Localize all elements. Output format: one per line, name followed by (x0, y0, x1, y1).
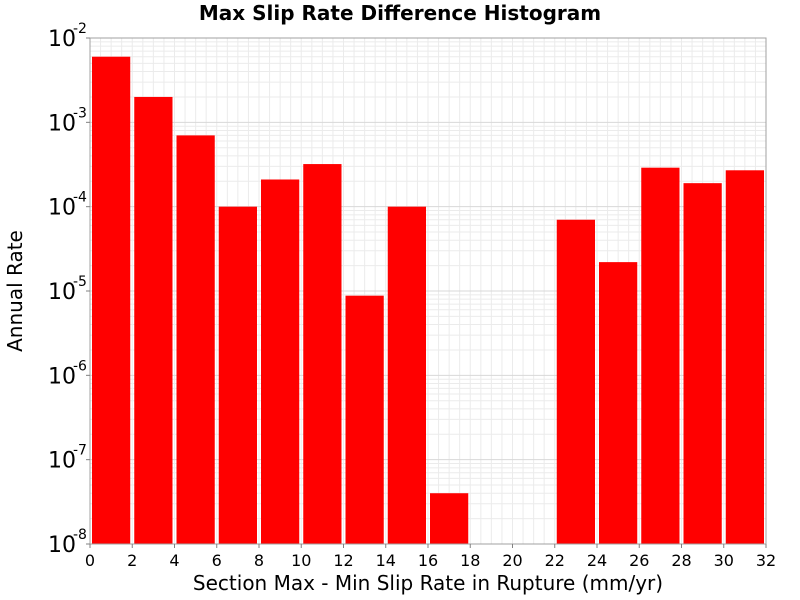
bars-group (92, 56, 764, 545)
y-tick-exponent: -7 (73, 443, 87, 459)
y-tick-label: 10 (48, 364, 76, 389)
x-tick-label: 0 (85, 551, 95, 570)
y-tick-exponent: -8 (73, 527, 87, 543)
x-tick-label: 28 (671, 551, 691, 570)
y-tick-label: 10 (48, 280, 76, 305)
x-tick-label: 26 (629, 551, 649, 570)
x-tick-label: 32 (756, 551, 776, 570)
x-tick-label: 12 (333, 551, 353, 570)
x-axis-ticks: 0 2 4 6 8 10 12 14 16 18 20 22 24 26 28 30 32 (85, 544, 776, 570)
x-tick-label: 4 (169, 551, 179, 570)
y-tick-exponent: -6 (73, 358, 87, 374)
y-tick-label: 10 (48, 196, 76, 221)
x-axis-label: Section Max - Min Slip Rate in Rupture (… (193, 571, 663, 595)
x-tick-label: 8 (254, 551, 264, 570)
x-tick-label: 24 (587, 551, 607, 570)
chart-title: Max Slip Rate Difference Histogram (199, 1, 601, 25)
histogram-bar (683, 183, 722, 544)
y-tick-exponent: -4 (73, 190, 87, 206)
histogram-bar (556, 219, 595, 544)
histogram-bar (345, 295, 384, 544)
x-tick-label: 14 (376, 551, 396, 570)
histogram-bar (134, 96, 173, 544)
x-tick-label: 6 (212, 551, 222, 570)
x-tick-label: 10 (291, 551, 311, 570)
y-tick-label: 10 (48, 533, 76, 558)
histogram-bar (599, 262, 638, 544)
histogram-bar (641, 167, 680, 545)
histogram-bar (725, 170, 764, 544)
x-tick-label: 20 (502, 551, 522, 570)
x-tick-label: 22 (545, 551, 565, 570)
y-tick-exponent: -3 (73, 105, 87, 121)
histogram-bar (218, 206, 257, 544)
histogram-bar (261, 179, 300, 544)
histogram-bar (92, 56, 131, 545)
x-tick-label: 16 (418, 551, 438, 570)
x-tick-label: 18 (460, 551, 480, 570)
x-tick-label: 30 (714, 551, 734, 570)
y-tick-label: 10 (48, 27, 76, 52)
y-axis-label: Annual Rate (3, 230, 27, 352)
y-axis-ticks: 10-210-310-410-510-610-710-8 (48, 21, 90, 558)
x-tick-label: 2 (127, 551, 137, 570)
histogram-bar (176, 135, 215, 544)
histogram-bar (303, 164, 342, 545)
y-tick-label: 10 (48, 449, 76, 474)
histogram-bar (387, 206, 426, 544)
y-tick-exponent: -5 (73, 274, 87, 290)
y-tick-label: 10 (48, 111, 76, 136)
y-tick-exponent: -2 (73, 21, 87, 37)
histogram-bar (430, 493, 469, 544)
